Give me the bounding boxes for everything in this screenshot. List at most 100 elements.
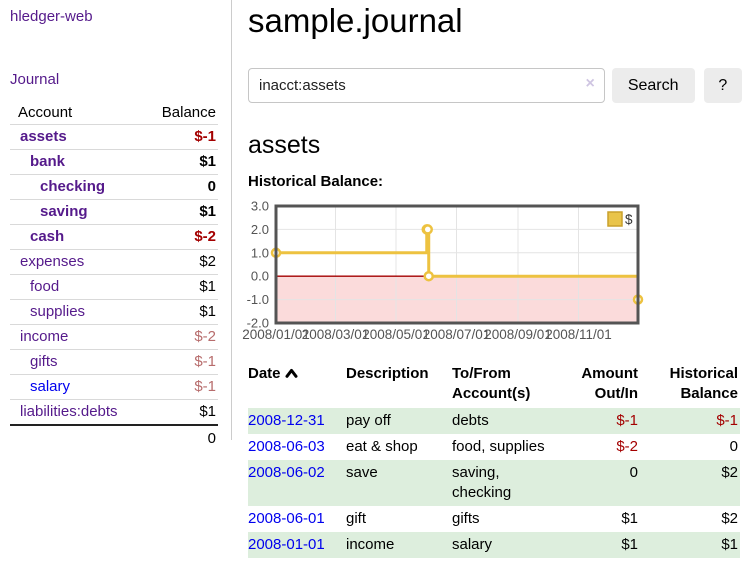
- account-balance: $-1: [140, 349, 218, 375]
- account-cell: cash: [10, 224, 141, 250]
- register-date-cell: 2008-06-02: [248, 460, 346, 506]
- sidebar-account-link-salary[interactable]: salary: [30, 378, 71, 395]
- account-row: bank $1: [10, 149, 218, 175]
- register-row: 2008-12-31 pay off debts $-1 $-1: [248, 408, 740, 434]
- register-description-cell: save: [346, 464, 378, 481]
- legend-label: $: [625, 212, 633, 227]
- register-date-link[interactable]: 2008-01-01: [248, 536, 325, 553]
- svg-text:-1.0: -1.0: [247, 292, 269, 307]
- sidebar-account-link-expenses[interactable]: expenses: [20, 253, 85, 270]
- register-header-date-label: Date: [248, 365, 281, 382]
- account-cell: food: [10, 274, 141, 300]
- sidebar-account-link-income[interactable]: income: [20, 328, 69, 345]
- sidebar-item-journal[interactable]: Journal: [10, 71, 60, 88]
- sidebar-account-link-gifts[interactable]: gifts: [30, 353, 58, 370]
- register-balance-cell: $2: [721, 464, 738, 481]
- x-axis-labels: 2008/01/012008/03/012008/05/012008/07/01…: [242, 327, 612, 342]
- svg-text:2008/09/01: 2008/09/01: [484, 327, 552, 342]
- account-balance: $1: [140, 274, 218, 300]
- sidebar-account-link-assets[interactable]: assets: [20, 128, 67, 145]
- account-row: gifts $-1: [10, 349, 218, 375]
- chart-svg: 3.0 2.0 1.0 0.0 -1.0 -2.02008/01/012008/03/01…: [242, 199, 644, 342]
- page-title: sample.journal: [248, 2, 463, 39]
- sidebar-account-link-supplies[interactable]: supplies: [30, 303, 86, 320]
- register-description-cell: gift: [346, 510, 367, 527]
- register-date-cell: 2008-12-31: [248, 408, 346, 434]
- register-row: 2008-06-01 gift gifts $1 $2: [248, 506, 740, 532]
- svg-text:1.0: 1.0: [251, 245, 269, 260]
- account-balance: $-1: [140, 124, 218, 150]
- account-cell: saving: [10, 199, 141, 225]
- sidebar-account-link-liabilities-debts[interactable]: liabilities:debts: [20, 403, 118, 420]
- chart-border: [274, 204, 640, 325]
- y-axis-labels: 3.0 2.0 1.0 0.0 -1.0 -2.0: [247, 199, 269, 331]
- sidebar-account-link-food[interactable]: food: [30, 278, 60, 295]
- svg-text:2008/05/01: 2008/05/01: [362, 327, 430, 342]
- register-amount-cell: $-2: [616, 438, 638, 455]
- register-accounts-cell: saving, checking: [452, 464, 512, 501]
- sidebar-account-link-bank[interactable]: bank: [30, 153, 66, 170]
- sidebar: hledger-web Journal Account Balance asse…: [0, 0, 232, 450]
- register-balance-cell: $2: [721, 510, 738, 527]
- account-row: assets $-1: [10, 124, 218, 150]
- svg-text:2008/03/01: 2008/03/01: [302, 327, 370, 342]
- svg-text:-2.0: -2.0: [247, 316, 269, 331]
- account-cell: salary: [10, 374, 141, 400]
- register-date-cell: 2008-06-01: [248, 506, 346, 532]
- register-header-row: Date Description To/From Account(s) Amou…: [248, 362, 740, 408]
- account-balance: $1: [140, 149, 218, 175]
- account-balance: $1: [140, 299, 218, 325]
- account-cell: checking: [10, 174, 141, 200]
- account-balance: $1: [140, 399, 218, 425]
- legend-swatch: [607, 211, 623, 227]
- chart-legend: $: [607, 211, 633, 227]
- register-header-balance: Historical Balance: [669, 365, 738, 402]
- register-description-cell: pay off: [346, 412, 391, 429]
- account-balance: $2: [140, 249, 218, 275]
- register-date-link[interactable]: 2008-06-02: [248, 464, 325, 481]
- accounts-total-spacer: [10, 424, 141, 450]
- register-row: 2008-01-01 income salary $1 $1: [248, 532, 740, 558]
- accounts-header-row: Account Balance: [10, 102, 218, 125]
- sidebar-account-link-saving[interactable]: saving: [40, 203, 88, 220]
- account-cell: gifts: [10, 349, 141, 375]
- clear-search-icon[interactable]: ×: [585, 75, 595, 92]
- account-balance: 0: [140, 174, 218, 200]
- register-balance-cell: $1: [721, 536, 738, 553]
- search-form: × Search ?: [248, 68, 742, 103]
- register-amount-cell: $1: [621, 510, 638, 527]
- account-row: checking 0: [10, 174, 218, 200]
- account-heading: assets: [248, 131, 321, 159]
- search-input[interactable]: [248, 68, 605, 103]
- account-row: salary $-1: [10, 374, 218, 400]
- account-balance: $-1: [140, 374, 218, 400]
- register-date-link[interactable]: 2008-12-31: [248, 412, 325, 429]
- register-date-link[interactable]: 2008-06-01: [248, 510, 325, 527]
- account-cell: bank: [10, 149, 141, 175]
- register-description-cell: income: [346, 536, 395, 553]
- search-button[interactable]: Search: [611, 68, 695, 103]
- sidebar-account-link-checking[interactable]: checking: [40, 178, 106, 195]
- register-table: Date Description To/From Account(s) Amou…: [248, 362, 740, 558]
- register-accounts-cell: debts: [452, 412, 489, 429]
- register-description-cell: eat & shop: [346, 438, 418, 455]
- account-cell: assets: [10, 124, 141, 150]
- account-row: income $-2: [10, 324, 218, 350]
- register-header-amount: Amount Out/In: [581, 365, 638, 402]
- accounts-total-row: 0: [10, 424, 218, 450]
- register-header-date[interactable]: Date: [248, 362, 346, 408]
- app-brand-link[interactable]: hledger-web: [10, 8, 93, 25]
- svg-text:2008/11/01: 2008/11/01: [545, 327, 612, 342]
- register-header-accounts: To/From Account(s): [452, 365, 531, 402]
- register-date-link[interactable]: 2008-06-03: [248, 438, 325, 455]
- register-amount-cell: 0: [629, 464, 638, 481]
- account-row: food $1: [10, 274, 218, 300]
- svg-text:2008/01/01: 2008/01/01: [242, 327, 310, 342]
- accounts-header-account: Account: [18, 104, 73, 121]
- help-button[interactable]: ?: [703, 68, 742, 103]
- account-cell: supplies: [10, 299, 141, 325]
- account-balance: $-2: [140, 224, 218, 250]
- register-accounts-cell: gifts: [452, 510, 480, 527]
- register-row: 2008-06-03 eat & shop food, supplies $-2 0: [248, 434, 740, 460]
- sidebar-account-link-cash[interactable]: cash: [30, 228, 65, 245]
